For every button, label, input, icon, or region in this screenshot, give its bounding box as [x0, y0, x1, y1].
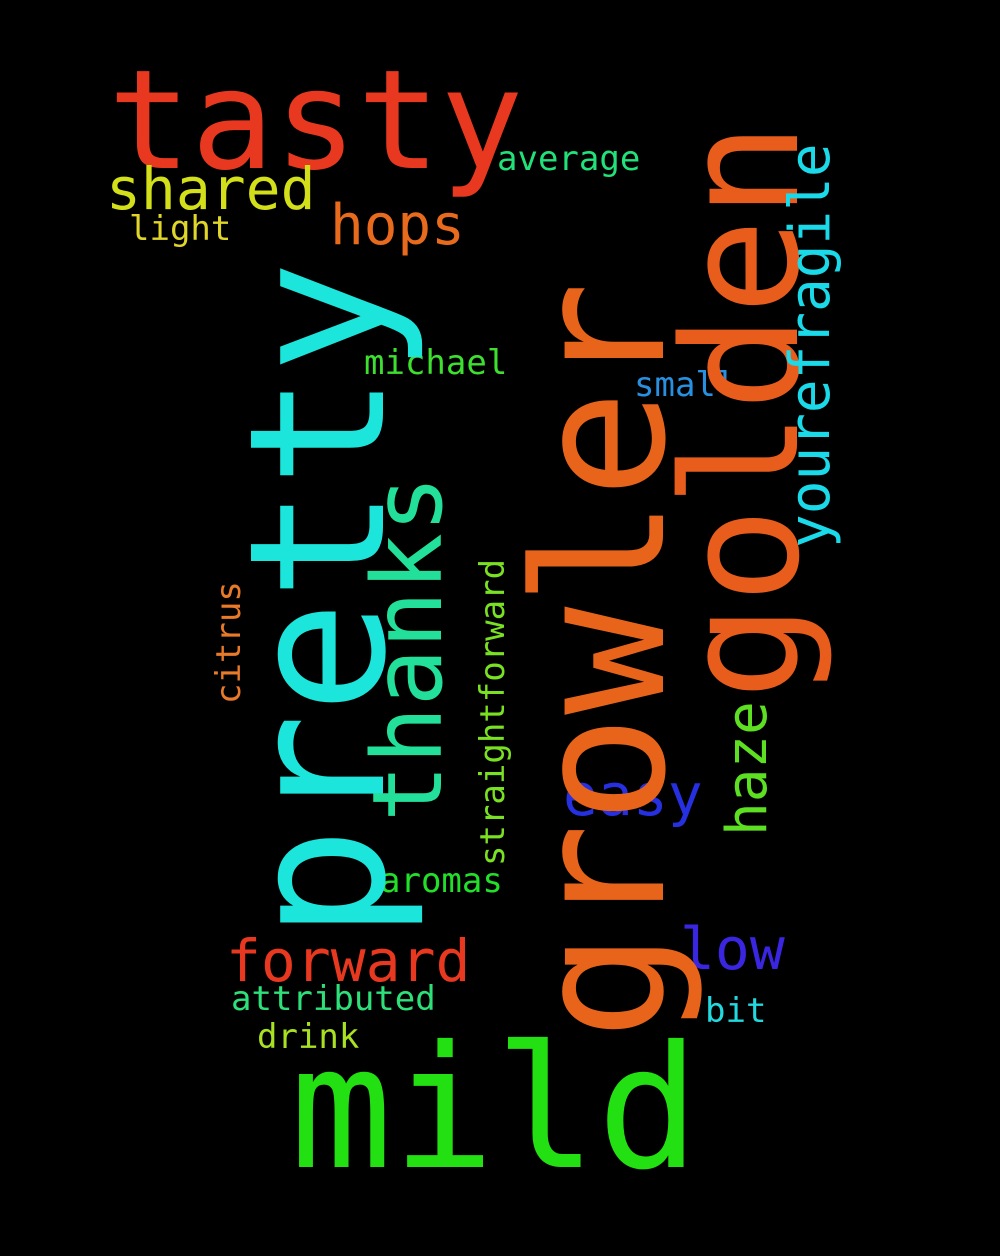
word-michael: michael — [364, 343, 508, 383]
word-citrus: citrus — [209, 581, 249, 704]
word-bit: bit — [705, 991, 767, 1031]
word-yourefragile: yourefragile — [778, 143, 843, 548]
word-attributed: attributed — [231, 979, 436, 1019]
word-tasty: tasty — [108, 40, 524, 201]
word-light: light — [129, 209, 232, 249]
word-average: average — [497, 139, 641, 179]
word-aromas: aromas — [380, 861, 503, 901]
word-thanks: thanks — [352, 475, 464, 822]
word-low: low — [680, 915, 785, 983]
word-forward: forward — [226, 927, 471, 995]
word-haze: haze — [715, 701, 780, 836]
word-mild: mild — [290, 1010, 700, 1208]
word-drink: drink — [257, 1017, 360, 1057]
word-hops: hops — [330, 193, 465, 258]
word-small: small — [634, 365, 737, 405]
word-shared: shared — [106, 155, 316, 223]
word-easy: easy — [563, 761, 703, 829]
word-straightforward: straightforward — [473, 558, 513, 866]
